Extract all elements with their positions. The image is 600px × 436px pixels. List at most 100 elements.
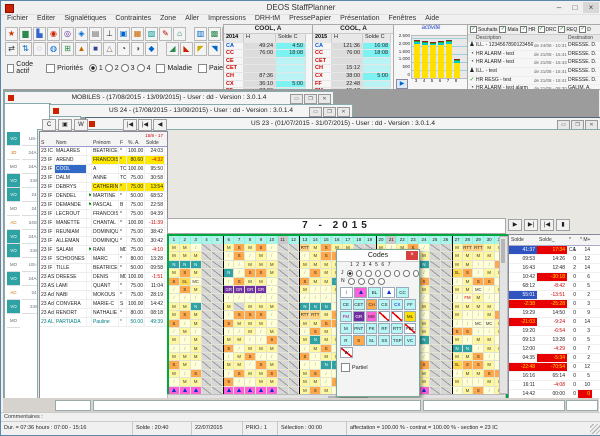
schedule-cell[interactable] [202, 320, 213, 328]
schedule-cell[interactable]: / [267, 244, 278, 252]
schedule-cell[interactable]: M [245, 261, 256, 269]
schedule-cell[interactable]: S [169, 278, 180, 286]
schedule-cell[interactable]: MC [473, 286, 484, 294]
schedule-cell[interactable]: / [299, 269, 310, 277]
schedule-cell[interactable]: S [473, 361, 484, 369]
codes-radio-j-7[interactable] [413, 270, 419, 277]
day-header-cell[interactable]: 24 [419, 236, 430, 244]
schedule-cell[interactable] [289, 244, 300, 252]
schedule-cell[interactable]: S [321, 345, 332, 353]
schedule-cell[interactable]: M [419, 370, 430, 378]
schedule-cell[interactable]: M [256, 261, 267, 269]
schedule-cell[interactable]: M [245, 370, 256, 378]
schedule-cell[interactable]: M [310, 244, 321, 252]
star-icon[interactable]: ★ [5, 27, 18, 41]
schedule-cell[interactable]: M [321, 328, 332, 336]
schedule-cell[interactable]: N [452, 345, 463, 353]
schedule-cell[interactable] [278, 345, 289, 353]
schedule-cell[interactable]: / [180, 345, 191, 353]
schedule-cell[interactable] [441, 328, 452, 336]
schedule-cell[interactable] [278, 261, 289, 269]
schedule-cell[interactable] [289, 353, 300, 361]
schedule-cell[interactable]: M [321, 261, 332, 269]
schedule-cell[interactable]: S [234, 252, 245, 260]
schedule-cell[interactable]: / [169, 328, 180, 336]
schedule-cell[interactable]: M [234, 353, 245, 361]
schedule-cell[interactable]: / [419, 244, 430, 252]
flag-green-icon[interactable]: ◢ [166, 42, 179, 56]
grid-vertical-scrollbar[interactable] [499, 236, 508, 394]
schedule-cell[interactable] [289, 294, 300, 302]
codes-radio-n-3[interactable] [378, 278, 385, 285]
schedule-cell[interactable]: M [180, 378, 191, 386]
code-button-SL[interactable]: SL [366, 335, 378, 346]
window-us24-titlebar[interactable]: US 24 - (17/08/2015 - 13/09/2015) - User… [49, 104, 353, 118]
schedule-cell[interactable] [202, 244, 213, 252]
employee-row[interactable]: 23 IFARENDFRANCOISE*80.60-4:32 [40, 156, 167, 165]
table-button-2[interactable]: W [74, 119, 88, 131]
schedule-cell[interactable] [278, 244, 289, 252]
schedule-cell[interactable]: MC [473, 320, 484, 328]
schedule-cell[interactable]: SL [180, 278, 191, 286]
schedule-cell[interactable]: / [223, 252, 234, 260]
schedule-cell[interactable] [212, 345, 223, 353]
day-header-cell[interactable]: 21 [386, 236, 397, 244]
schedule-cell[interactable]: / [452, 370, 463, 378]
schedule-cell[interactable] [430, 278, 441, 286]
schedule-cell[interactable]: / [484, 294, 495, 302]
day-header-cell[interactable]: 3 [191, 236, 202, 244]
schedule-cell[interactable] [441, 361, 452, 369]
minimize-button[interactable]: – [551, 2, 567, 13]
codes-radio-n-2[interactable] [368, 278, 375, 285]
schedule-cell[interactable]: / [484, 286, 495, 294]
schedule-cell[interactable]: M [452, 353, 463, 361]
schedule-cell[interactable] [278, 370, 289, 378]
menu-item-drh-tm[interactable]: DRH-tM [251, 14, 284, 24]
code-button-sail[interactable] [382, 287, 395, 298]
schedule-cell[interactable] [202, 269, 213, 277]
schedule-cell[interactable]: / [484, 328, 495, 336]
schedule-cell[interactable]: S [267, 336, 278, 344]
schedule-cell[interactable] [289, 361, 300, 369]
filter-drc[interactable]: ✓DRC [538, 26, 557, 33]
schedule-cell[interactable]: S [299, 278, 310, 286]
schedule-cell[interactable]: M [484, 252, 495, 260]
day-header-cell[interactable]: 15 [321, 236, 332, 244]
hatch-icon[interactable]: ▧ [145, 27, 158, 41]
schedule-cell[interactable]: / [267, 320, 278, 328]
schedule-cell[interactable]: / [191, 244, 202, 252]
diamond-icon[interactable]: ◈ [75, 27, 88, 41]
schedule-cell[interactable]: M [484, 269, 495, 277]
code-button-PSE[interactable]: PSE [404, 323, 416, 334]
schedule-cell[interactable]: / [473, 261, 484, 269]
schedule-cell[interactable]: M [484, 378, 495, 386]
schedule-cell[interactable]: M [484, 303, 495, 311]
schedule-cell[interactable] [289, 320, 300, 328]
schedule-cell[interactable]: M [484, 345, 495, 353]
schedule-cell[interactable]: M [191, 252, 202, 260]
priority-radio-4[interactable] [137, 64, 145, 72]
resize-grip[interactable] [590, 424, 600, 434]
schedule-cell[interactable]: RTT [463, 244, 474, 252]
schedule-cell[interactable]: M [452, 336, 463, 344]
schedule-cell[interactable]: N [310, 303, 321, 311]
table-button-1[interactable]: ▣ [58, 119, 72, 131]
day-header-cell[interactable]: 28 [463, 236, 474, 244]
record-icon[interactable]: ◉ [47, 27, 60, 41]
schedule-cell[interactable]: / [234, 261, 245, 269]
schedule-cell[interactable] [278, 361, 289, 369]
schedule-cell[interactable]: / [234, 345, 245, 353]
schedule-cell[interactable]: S [452, 328, 463, 336]
